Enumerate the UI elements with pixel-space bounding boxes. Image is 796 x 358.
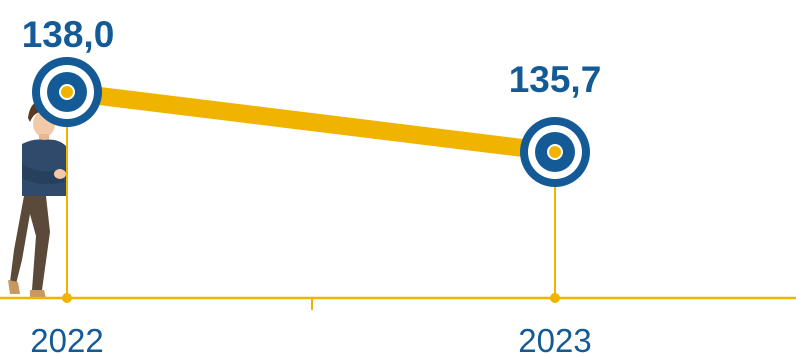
marker-center — [547, 144, 563, 160]
x-tick-label-2022: 2022 — [30, 322, 103, 358]
value-label-2022: 138,0 — [22, 14, 115, 55]
value-label-2023: 135,7 — [509, 59, 602, 100]
series-line — [65, 83, 557, 161]
data-point-2023 — [520, 117, 590, 187]
man-illustration — [8, 100, 66, 298]
marker-center — [59, 84, 75, 100]
axis-dot-2022 — [62, 293, 72, 303]
axis-dot-2023 — [550, 293, 560, 303]
x-tick-label-2023: 2023 — [518, 322, 591, 358]
data-point-2022 — [32, 57, 102, 127]
